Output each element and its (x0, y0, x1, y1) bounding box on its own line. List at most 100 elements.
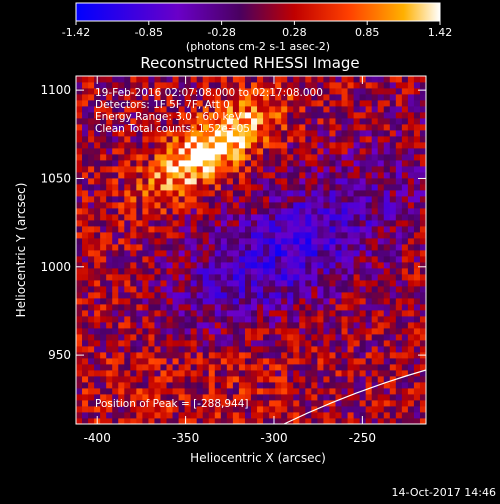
heatmap-cell (335, 328, 342, 335)
heatmap-cell (88, 394, 95, 401)
heatmap-cell (401, 358, 409, 365)
heatmap-cell (232, 412, 240, 419)
heatmap-cell (178, 370, 186, 377)
heatmap-cell (124, 376, 131, 383)
heatmap-cell (136, 400, 143, 407)
heatmap-cell (323, 184, 330, 191)
heatmap-cell (226, 394, 234, 401)
heatmap-cell (353, 142, 361, 149)
heatmap-cell (353, 190, 361, 197)
heatmap-cell (106, 166, 113, 173)
heatmap-cell (251, 418, 258, 425)
heatmap-cell (371, 244, 379, 251)
heatmap-cell (154, 160, 161, 167)
heatmap-cell (413, 274, 421, 281)
heatmap-cell (154, 340, 161, 347)
heatmap-cell (329, 196, 336, 203)
heatmap-cell (413, 154, 421, 161)
heatmap-cell (341, 310, 348, 317)
heatmap-cell (389, 286, 397, 293)
heatmap-cell (196, 322, 204, 329)
heatmap-cell (389, 316, 397, 323)
heatmap-cell (220, 292, 228, 299)
heatmap-cell (184, 412, 192, 419)
heatmap-cell (226, 364, 234, 371)
heatmap-cell (136, 304, 143, 311)
heatmap-cell (365, 310, 373, 317)
heatmap-cell (130, 148, 137, 155)
heatmap-cell (389, 280, 397, 287)
heatmap-cell (166, 178, 173, 185)
heatmap-cell (407, 370, 415, 377)
heatmap-cell (413, 322, 421, 329)
heatmap-cell (106, 286, 113, 293)
heatmap-cell (275, 370, 282, 377)
heatmap-cell (148, 310, 155, 317)
heatmap-cell (148, 268, 155, 275)
heatmap-cell (305, 304, 312, 311)
heatmap-cell (154, 190, 161, 197)
heatmap-cell (305, 190, 312, 197)
heatmap-cell (341, 322, 348, 329)
heatmap-cell (419, 406, 427, 413)
heatmap-cell (94, 364, 101, 371)
heatmap-cell (377, 340, 385, 347)
heatmap-cell (88, 358, 95, 365)
heatmap-cell (263, 400, 270, 407)
heatmap-cell (76, 178, 83, 185)
heatmap-cell (317, 88, 324, 95)
heatmap-cell (118, 172, 125, 179)
heatmap-cell (244, 130, 252, 137)
heatmap-cell (76, 292, 83, 299)
heatmap-cell (347, 418, 354, 425)
heatmap-cell (106, 142, 113, 149)
heatmap-cell (407, 118, 415, 125)
heatmap-cell (263, 160, 270, 167)
heatmap-cell (160, 124, 167, 131)
heatmap-cell (124, 268, 131, 275)
heatmap-cell (401, 208, 409, 215)
heatmap-cell (190, 148, 198, 155)
heatmap-cell (389, 394, 397, 401)
heatmap-cell (413, 382, 421, 389)
heatmap-cell (178, 148, 186, 155)
heatmap-cell (257, 256, 264, 263)
heatmap-cell (184, 226, 192, 233)
heatmap-cell (383, 208, 391, 215)
heatmap-cell (329, 346, 336, 353)
heatmap-cell (214, 202, 222, 209)
heatmap-cell (220, 112, 228, 119)
heatmap-cell (130, 322, 137, 329)
heatmap-cell (214, 118, 222, 125)
heatmap-cell (172, 376, 179, 383)
heatmap-cell (275, 172, 282, 179)
heatmap-cell (287, 328, 294, 335)
heatmap-cell (226, 286, 234, 293)
heatmap-cell (365, 370, 373, 377)
heatmap-cell (238, 292, 246, 299)
heatmap-cell (299, 316, 306, 323)
heatmap-cell (299, 160, 306, 167)
heatmap-cell (311, 94, 318, 101)
heatmap-cell (196, 214, 204, 221)
heatmap-cell (142, 160, 149, 167)
heatmap-cell (124, 130, 131, 137)
heatmap-cell (395, 304, 403, 311)
heatmap-cell (232, 184, 240, 191)
heatmap-cell (281, 292, 288, 299)
heatmap-cell (269, 148, 276, 155)
heatmap-cell (365, 364, 373, 371)
heatmap-cell (214, 100, 222, 107)
heatmap-cell (238, 226, 246, 233)
heatmap-cell (82, 202, 89, 209)
heatmap-cell (220, 400, 228, 407)
heatmap-cell (335, 406, 342, 413)
heatmap-cell (359, 250, 367, 257)
heatmap-cell (323, 370, 330, 377)
heatmap-cell (112, 196, 119, 203)
heatmap-cell (112, 178, 119, 185)
heatmap-cell (413, 310, 421, 317)
heatmap-cell (263, 292, 270, 299)
heatmap-cell (371, 208, 379, 215)
heatmap-cell (413, 244, 421, 251)
